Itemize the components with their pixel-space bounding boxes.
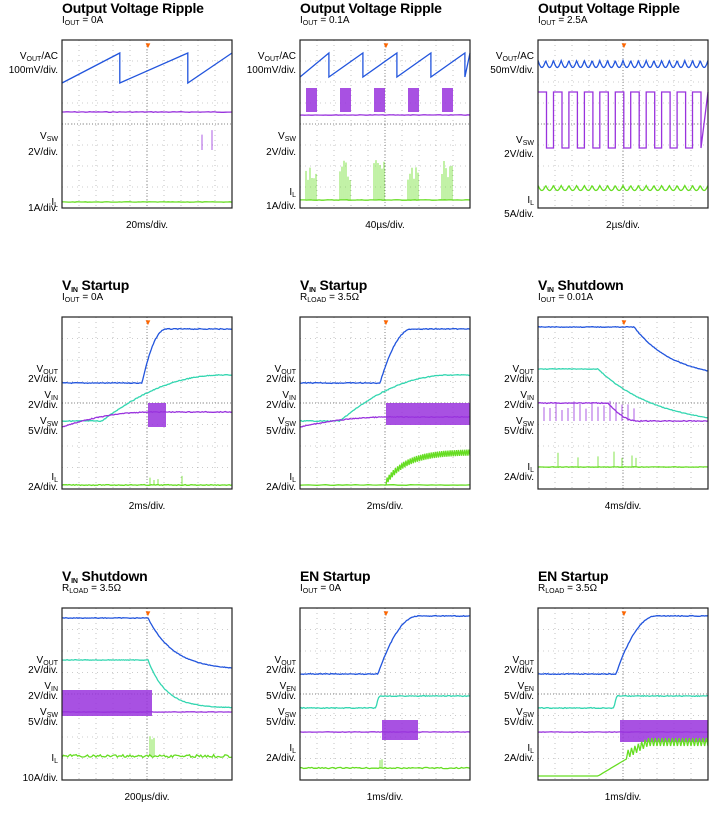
channel-scale: 100mV/div. — [247, 66, 296, 76]
vsw-burst — [382, 720, 418, 740]
channel-scale: 2A/div. — [28, 483, 58, 493]
channel-name: VSW — [278, 132, 296, 145]
channel-scale: 2V/div. — [266, 148, 296, 158]
channel-scale: 2V/div. — [28, 375, 58, 385]
timebase-label: 2ms/div. — [300, 501, 470, 512]
trigger-marker: ▼ — [382, 318, 390, 327]
channel-scale: 50mV/div. — [490, 66, 534, 76]
trigger-marker: ▼ — [144, 318, 152, 327]
graticule — [300, 40, 470, 208]
channel-scale: 2A/div. — [266, 754, 296, 764]
channel-scale: 2V/div. — [504, 666, 534, 676]
channel-name: IL — [51, 754, 58, 767]
channel-scale: 5V/div. — [28, 427, 58, 437]
channel-scale: 2A/div. — [504, 473, 534, 483]
channel-scale: 2V/div. — [28, 692, 58, 702]
channel-scale: 1A/div. — [266, 202, 296, 212]
timebase-label: 40µs/div. — [300, 220, 470, 231]
timebase-label: 4ms/div. — [538, 501, 708, 512]
channel-scale: 2V/div. — [504, 150, 534, 160]
graticule — [538, 608, 708, 780]
channel-scale: 5V/div. — [504, 718, 534, 728]
timebase-label: 2ms/div. — [62, 501, 232, 512]
il-ripple — [386, 450, 470, 485]
channel-name: IL — [289, 188, 296, 201]
channel-name: VOUT/AC — [496, 52, 534, 65]
channel-name: VSW — [40, 132, 58, 145]
channel-name: VSW — [516, 136, 534, 149]
vsw-burst — [442, 88, 453, 112]
channel-name: VOUT/AC — [20, 52, 58, 65]
series-vsw — [62, 112, 232, 113]
trigger-marker: ▼ — [144, 41, 152, 50]
timebase-label: 20ms/div. — [62, 220, 232, 231]
channel-scale: 2V/div. — [266, 666, 296, 676]
trigger-marker: ▼ — [382, 609, 390, 618]
channel-scale: 2A/div. — [504, 754, 534, 764]
graticule — [300, 608, 470, 780]
graticule — [62, 40, 232, 208]
channel-scale: 2A/div. — [266, 483, 296, 493]
channel-scale: 10A/div. — [23, 774, 58, 784]
channel-scale: 2V/div. — [28, 401, 58, 411]
channel-scale: 2V/div. — [28, 666, 58, 676]
waveforms — [538, 616, 708, 776]
channel-scale: 2V/div. — [266, 375, 296, 385]
series-vout — [538, 327, 708, 371]
vsw-burst — [148, 403, 166, 427]
channel-scale: 5V/div. — [28, 718, 58, 728]
trigger-marker: ▼ — [382, 41, 390, 50]
channel-scale: 5V/div. — [266, 692, 296, 702]
channel-scale: 5V/div. — [504, 692, 534, 702]
series-il — [300, 485, 470, 486]
channel-scale: 2V/div. — [266, 401, 296, 411]
channel-name: IL — [527, 196, 534, 209]
channel-scale: 5V/div. — [504, 427, 534, 437]
channel-scale: 5V/div. — [266, 427, 296, 437]
timebase-label: 1ms/div. — [538, 792, 708, 803]
trigger-marker: ▼ — [620, 318, 628, 327]
vsw-burst — [408, 88, 419, 112]
channel-name: VOUT/AC — [258, 52, 296, 65]
channel-scale: 2V/div. — [28, 148, 58, 158]
vsw-burst — [306, 88, 317, 112]
timebase-label: 2µs/div. — [538, 220, 708, 231]
graticule — [62, 317, 232, 489]
trigger-marker: ▼ — [620, 609, 628, 618]
trigger-marker: ▼ — [620, 41, 628, 50]
vsw-burst — [620, 720, 708, 742]
channel-scale: 5A/div. — [504, 210, 534, 220]
channel-scale: 100mV/div. — [9, 66, 58, 76]
vsw-burst — [340, 88, 351, 112]
vsw-burst — [374, 88, 385, 112]
channel-scale: 5V/div. — [266, 718, 296, 728]
channel-scale: 1A/div. — [28, 204, 58, 214]
timebase-label: 1ms/div. — [300, 792, 470, 803]
series-il — [62, 485, 232, 486]
trigger-marker: ▼ — [144, 609, 152, 618]
timebase-label: 200µs/div. — [62, 792, 232, 803]
channel-scale: 2V/div. — [504, 375, 534, 385]
channel-scale: 2V/div. — [504, 401, 534, 411]
vsw-burst — [386, 403, 470, 425]
series-il — [62, 755, 232, 758]
